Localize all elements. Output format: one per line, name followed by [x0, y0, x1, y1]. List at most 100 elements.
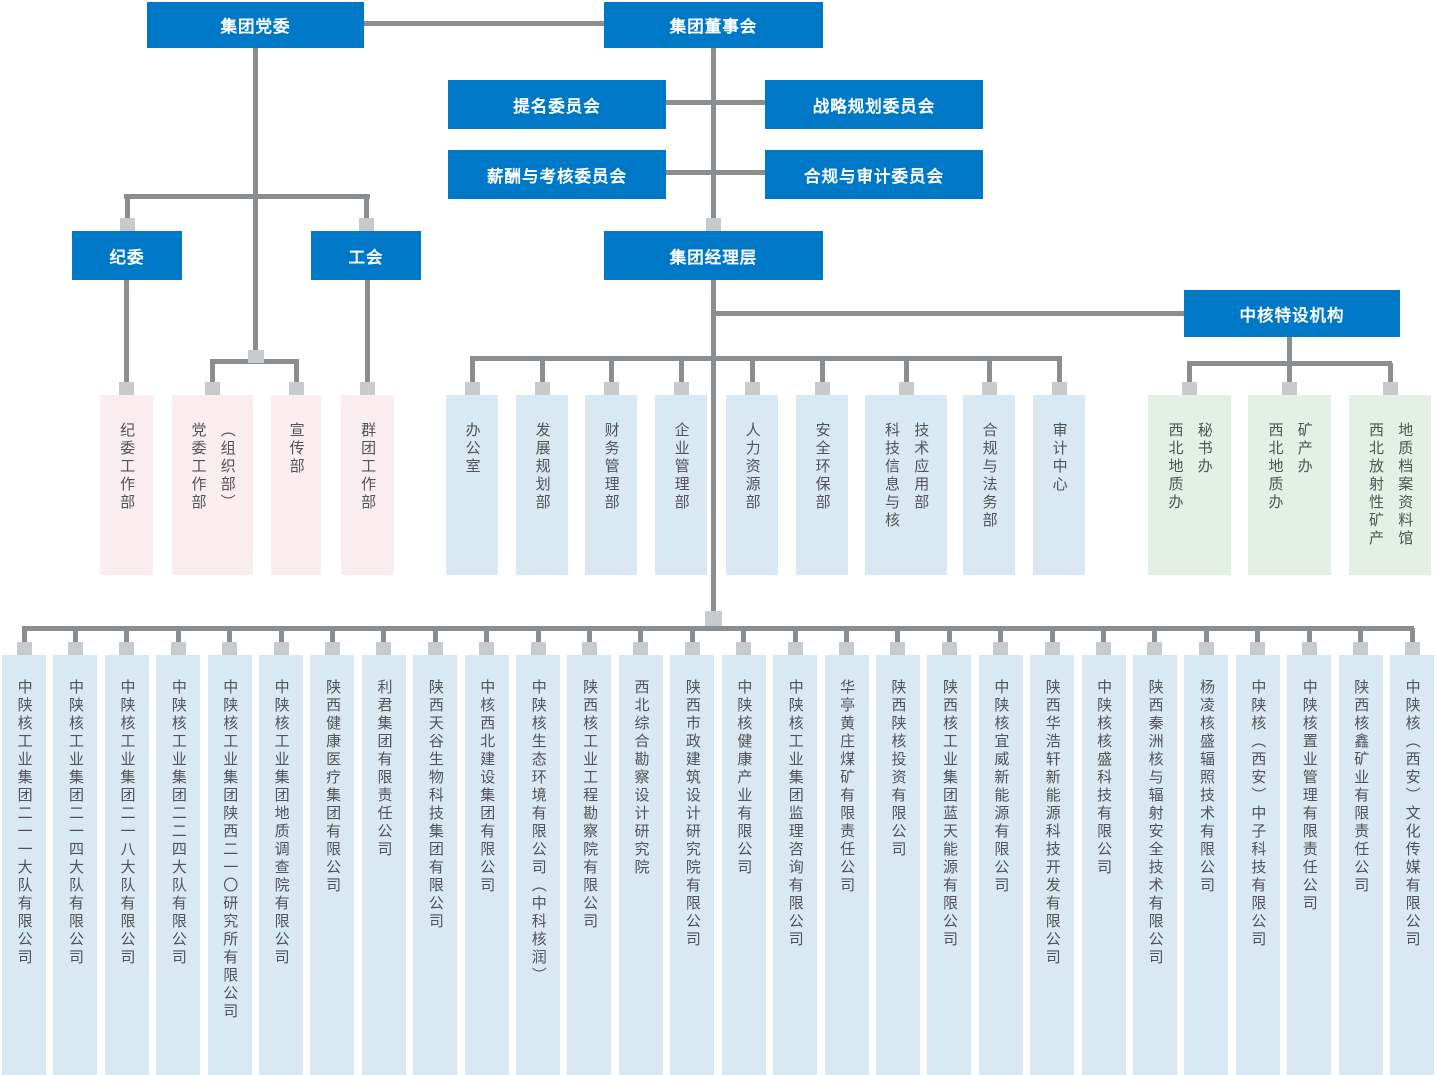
- connector-node: [705, 218, 721, 231]
- subsidiary-label: 杨凌核盛辐照技术有限公司: [1197, 679, 1216, 895]
- connector-line: [1287, 337, 1292, 364]
- connector-line: [608, 356, 614, 395]
- connector-line: [124, 194, 370, 199]
- connector-node: [581, 642, 597, 655]
- dept-label: 合规与法务部: [980, 422, 999, 530]
- dept-label: 财务管理部: [602, 422, 621, 512]
- connector-line: [1101, 628, 1107, 655]
- node-discipline-committee: 纪委: [72, 231, 182, 280]
- subsidiary-box: 中陕核工业集团陕西二一〇研究所有限公司: [207, 655, 252, 1075]
- dept-label: 党委工作部 （组织部）: [189, 422, 237, 512]
- connector-node: [222, 642, 238, 655]
- connector-node: [1382, 382, 1398, 395]
- dept-general-office: 办公室: [446, 395, 498, 575]
- dept-label: 办公室: [463, 422, 482, 476]
- subsidiary-label: 中陕核工业集团二一八大队有限公司: [118, 679, 137, 967]
- connector-line: [253, 48, 258, 361]
- connector-node: [787, 642, 803, 655]
- connector-node: [1182, 382, 1197, 395]
- subsidiary-label: 陕西核鑫矿业有限责任公司: [1352, 679, 1371, 895]
- dept-label: 审计中心: [1050, 422, 1069, 494]
- connector-line: [21, 628, 27, 655]
- connector-node: [981, 382, 997, 395]
- connector-node: [273, 642, 289, 655]
- connector-node: [427, 642, 443, 655]
- connector-node: [170, 642, 186, 655]
- connector-node: [736, 642, 752, 655]
- dept-discipline-work: 纪委工作部: [100, 395, 153, 575]
- connector-line: [844, 628, 850, 655]
- connector-node: [119, 218, 135, 231]
- node-board: 集团董事会: [604, 2, 823, 48]
- subsidiary-label: 陕西市政建筑设计研究院有限公司: [683, 679, 702, 949]
- subsidiary-label: 中陕核工业集团二一四大队有限公司: [67, 679, 86, 967]
- connector-line: [175, 628, 181, 655]
- dept-audit-center: 审计中心: [1033, 395, 1085, 575]
- subsidiary-label: 利君集团有限责任公司: [375, 679, 394, 859]
- connector-node: [359, 218, 374, 231]
- connector-line: [819, 356, 825, 395]
- connector-line: [895, 628, 901, 655]
- connector-line: [749, 356, 755, 395]
- dept-propaganda: 宣传部: [271, 395, 321, 575]
- agency-nw-geology-secretary: 西北地质办 秘书办: [1148, 395, 1231, 575]
- subsidiary-label: 陕西健康医疗集团有限公司: [324, 679, 343, 895]
- connector-node: [119, 642, 135, 655]
- connector-node: [1096, 642, 1112, 655]
- subsidiary-label: 中陕核（西安）中子科技有限公司: [1249, 679, 1268, 949]
- connector-node: [1044, 642, 1060, 655]
- subsidiary-box: 中陕核置业管理有限责任公司: [1287, 655, 1332, 1075]
- node-management-team: 集团经理层: [604, 231, 823, 280]
- agency-nw-geology-minerals: 西北地质办 矿产办: [1248, 395, 1331, 575]
- subsidiary-label: 中陕核核盛科技有限公司: [1095, 679, 1114, 877]
- connector-node: [704, 611, 722, 626]
- subsidiary-box: 陕西秦洲核与辐射安全技术有限公司: [1132, 655, 1177, 1075]
- connector-line: [364, 21, 604, 26]
- connector-line: [1287, 363, 1292, 395]
- connector-line: [689, 628, 695, 655]
- connector-line: [1203, 628, 1209, 655]
- connector-line: [1056, 356, 1062, 395]
- subsidiary-box: 中陕核生态环境有限公司（中科核润）: [516, 655, 561, 1075]
- connector-line: [998, 628, 1004, 655]
- subsidiaries-row: 中陕核工业集团二一一大队有限公司 中陕核工业集团二一四大队有限公司 中陕核工业集…: [2, 655, 1434, 1075]
- connector-line: [1255, 628, 1261, 655]
- connector-line: [678, 356, 684, 395]
- subsidiary-box: 中陕核健康产业有限公司: [721, 655, 766, 1075]
- connector-node: [1301, 642, 1317, 655]
- connector-line: [711, 280, 716, 631]
- subsidiary-box: 中陕核（西安）文化传媒有限公司: [1389, 655, 1434, 1075]
- node-labor-union: 工会: [311, 231, 421, 280]
- connector-line: [539, 356, 545, 395]
- node-nomination-committee: 提名委员会: [448, 80, 666, 129]
- subsidiary-box: 中陕核宜威新能源有限公司: [978, 655, 1023, 1075]
- dept-safety-environment: 安全环保部: [796, 395, 848, 575]
- subsidiary-label: 陕西陕核投资有限公司: [889, 679, 908, 859]
- subsidiary-label: 中陕核（西安）文化传媒有限公司: [1403, 679, 1422, 949]
- connector-line: [469, 356, 475, 395]
- node-label: 战略规划委员会: [812, 96, 936, 116]
- connector-node: [288, 382, 304, 395]
- agency-label: 西北地质办 秘书办: [1166, 422, 1214, 512]
- connector-line: [364, 194, 369, 231]
- node-compensation-committee: 薪酬与考核委员会: [448, 150, 666, 199]
- connector-node: [1353, 642, 1369, 655]
- connector-node: [1198, 642, 1214, 655]
- node-party-committee: 集团党委: [147, 2, 364, 48]
- connector-node: [1282, 382, 1297, 395]
- connector-line: [365, 280, 370, 395]
- subsidiary-label: 中陕核工业集团二二四大队有限公司: [169, 679, 188, 967]
- connector-node: [839, 642, 855, 655]
- connector-node: [534, 382, 550, 395]
- node-label: 集团经理层: [669, 247, 758, 267]
- subsidiary-box: 利君集团有限责任公司: [361, 655, 406, 1075]
- connector-node: [941, 642, 957, 655]
- connector-node: [376, 642, 392, 655]
- connector-line: [638, 628, 644, 655]
- node-label: 纪委: [109, 247, 145, 267]
- connector-line: [946, 628, 952, 655]
- connector-line: [586, 628, 592, 655]
- connector-line: [210, 359, 215, 395]
- connector-line: [470, 356, 1061, 361]
- dept-label: 科技信息与核 技术应用部: [883, 422, 931, 530]
